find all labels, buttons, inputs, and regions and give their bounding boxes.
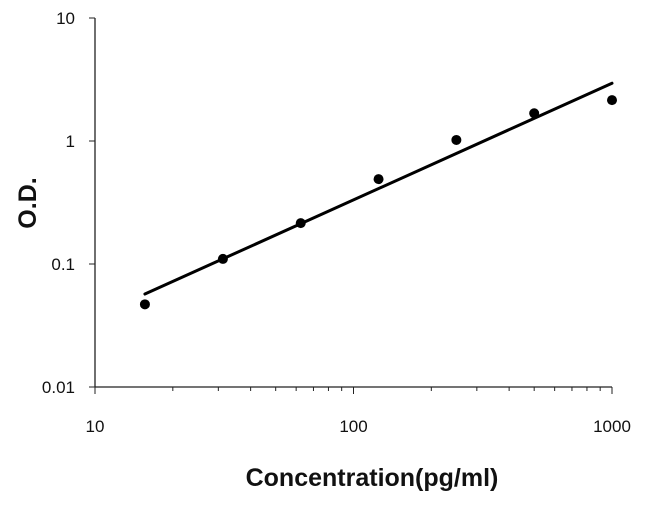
axes <box>94 18 612 388</box>
data-point <box>373 174 384 185</box>
x-tick-label: 10 <box>86 417 105 436</box>
x-tick-label: 1000 <box>593 417 631 436</box>
y-axis-title: O.D. <box>14 177 42 228</box>
data-points-layer <box>139 95 617 310</box>
x-axis-title: Concentration(pg/ml) <box>246 464 499 492</box>
trendline <box>143 81 614 296</box>
data-point <box>451 134 462 145</box>
y-tick-label: 1 <box>66 132 75 151</box>
tick-labels: 10 100 1000 0.01 0.1 1 10 <box>42 9 631 436</box>
data-point <box>607 95 617 106</box>
tick-marks <box>89 17 613 394</box>
y-tick-label: 0.1 <box>51 255 75 274</box>
y-tick-label: 10 <box>56 9 75 28</box>
data-point <box>295 218 306 229</box>
x-tick-label: 100 <box>339 417 367 436</box>
data-point <box>217 253 228 264</box>
trendline-layer <box>143 81 614 296</box>
data-point <box>139 299 150 310</box>
data-point <box>529 108 540 119</box>
y-tick-label: 0.01 <box>42 378 75 397</box>
